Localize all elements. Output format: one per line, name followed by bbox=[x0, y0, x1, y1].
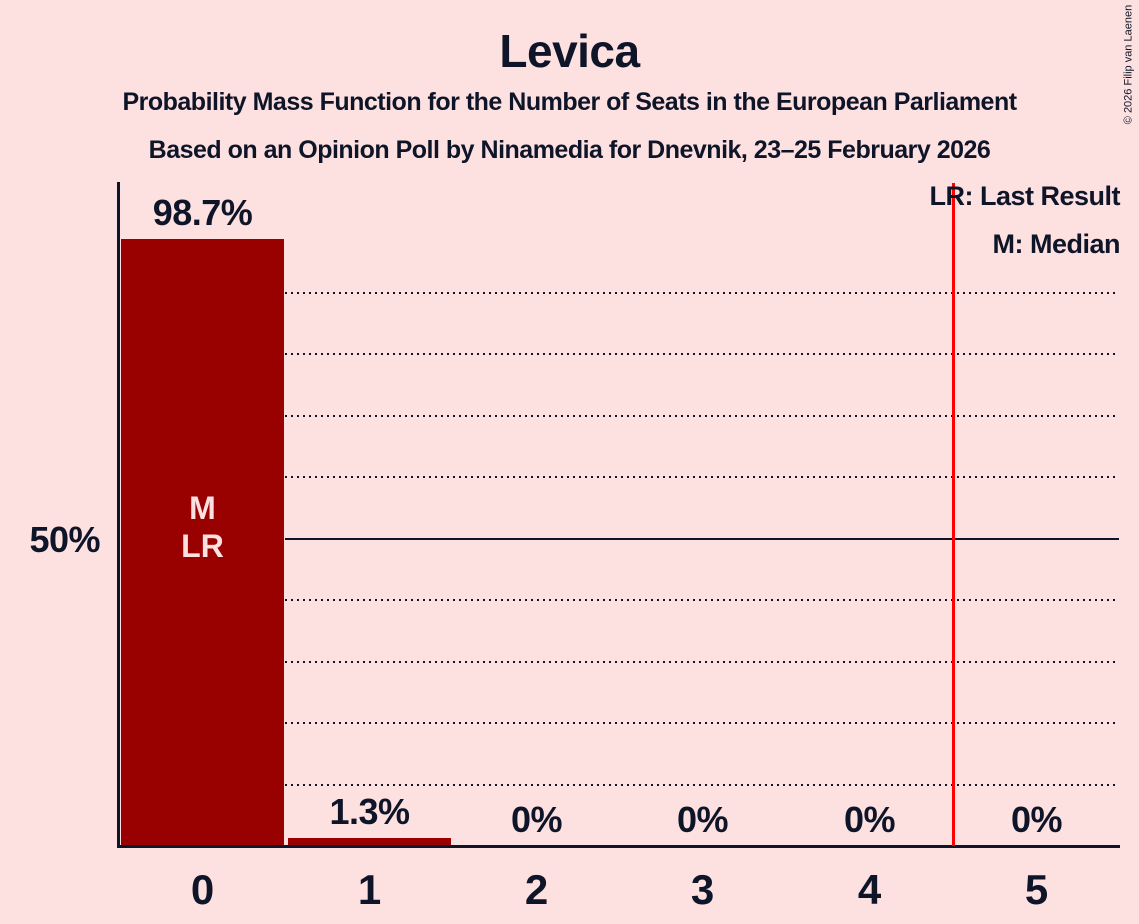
value-label-seats-5: 0% bbox=[1010, 799, 1063, 840]
y-axis-50pct-label: 50% bbox=[29, 519, 100, 560]
chart-subtitle-line1: Probability Mass Function for the Number… bbox=[122, 88, 1017, 116]
bar-seats-1 bbox=[288, 838, 451, 845]
median-last-result-annotation: M LR bbox=[181, 490, 224, 564]
gridline-70pct bbox=[285, 415, 1119, 417]
chart-subtitle-line2: Based on an Opinion Poll by Ninamedia fo… bbox=[148, 136, 991, 164]
x-tick-label-0: 0 bbox=[190, 866, 215, 913]
chart-title: Levica bbox=[499, 25, 640, 77]
legend-last-result: LR: Last Result bbox=[929, 181, 1120, 211]
gridline-90pct bbox=[285, 292, 1119, 294]
value-label-seats-3: 0% bbox=[676, 799, 729, 840]
gridline-50pct-solid bbox=[285, 538, 1119, 540]
gridline-60pct bbox=[285, 476, 1119, 478]
value-label-seats-1: 1.3% bbox=[329, 791, 410, 832]
bar-seats-0 bbox=[121, 239, 284, 845]
copyright-notice: © 2026 Filip van Laenen bbox=[1122, 4, 1135, 125]
y-axis-line bbox=[117, 182, 120, 848]
value-label-seats-0: 98.7% bbox=[152, 192, 253, 233]
value-label-seats-4: 0% bbox=[843, 799, 896, 840]
legend-median: M: Median bbox=[992, 229, 1121, 259]
gridline-10pct bbox=[285, 784, 1119, 786]
red-vertical-line bbox=[952, 183, 955, 846]
x-tick-label-3: 3 bbox=[690, 866, 715, 913]
gridline-80pct bbox=[285, 353, 1119, 355]
x-axis-line bbox=[117, 845, 1120, 848]
x-tick-label-4: 4 bbox=[857, 866, 882, 913]
x-tick-label-5: 5 bbox=[1024, 866, 1049, 913]
x-tick-label-1: 1 bbox=[357, 866, 382, 913]
value-label-seats-2: 0% bbox=[510, 799, 563, 840]
x-tick-label-2: 2 bbox=[524, 866, 549, 913]
gridline-40pct bbox=[285, 599, 1119, 601]
gridline-30pct bbox=[285, 661, 1119, 663]
gridline-20pct bbox=[285, 722, 1119, 724]
